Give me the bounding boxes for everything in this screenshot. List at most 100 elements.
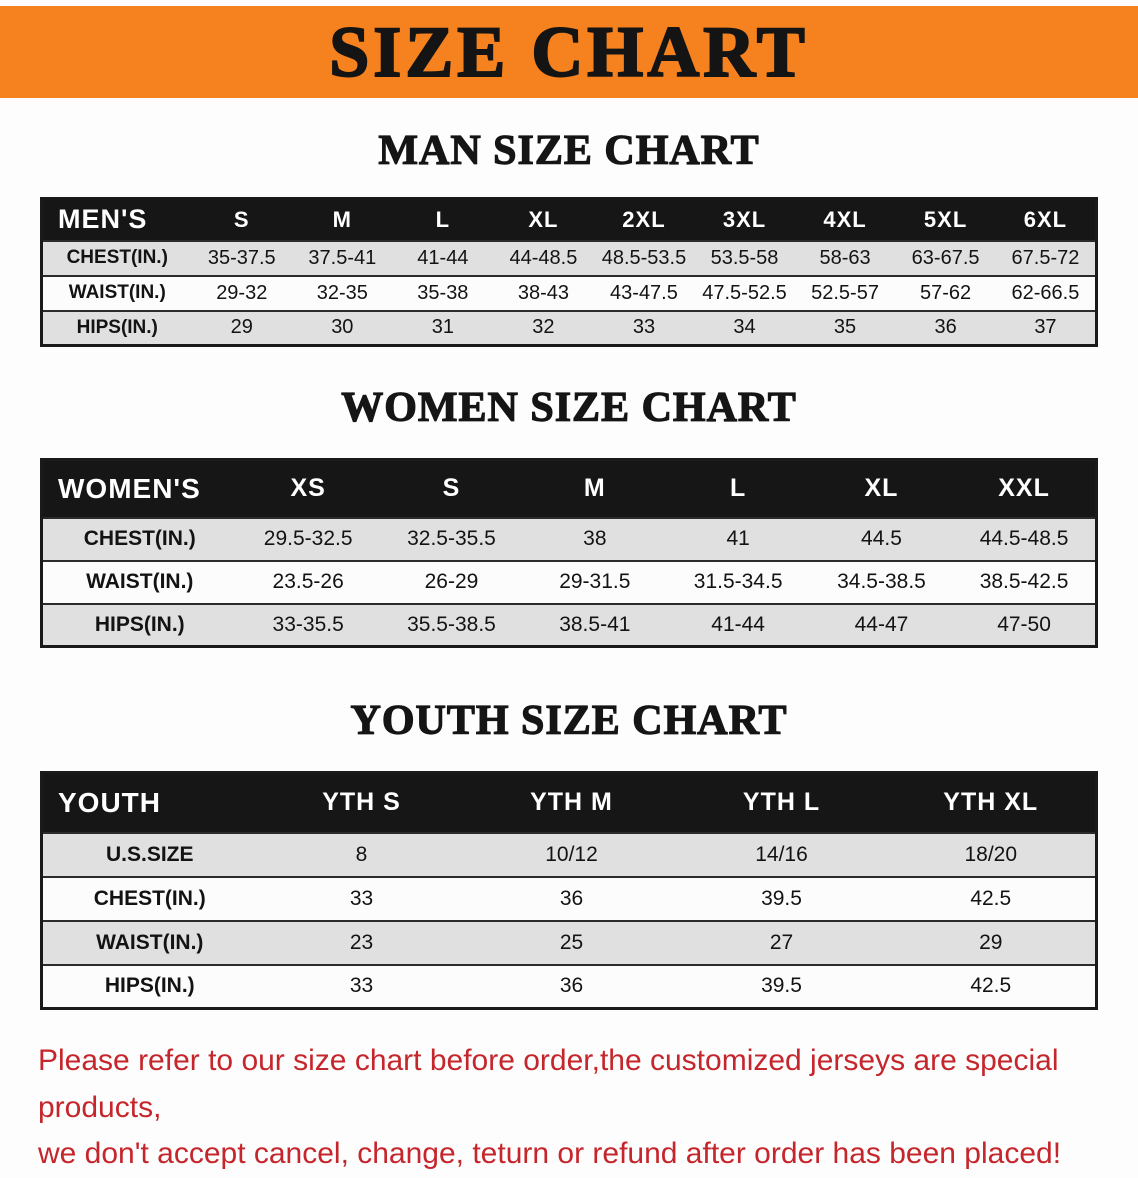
disclaimer: Please refer to our size chart before or… (38, 1038, 1118, 1178)
size-value-cell: 38-43 (517, 281, 569, 304)
size-column-header: XS (290, 474, 326, 503)
table-row: HIPS(IN.) 29 30 31 32 33 34 35 36 37 (41, 310, 1097, 346)
size-column-header: L (730, 474, 747, 503)
size-value-cell: 47.5-52.5 (702, 281, 787, 304)
size-value-cell: 37 (1034, 316, 1057, 339)
size-column-header: 3XL (722, 206, 767, 232)
size-column-header: YTH L (742, 788, 821, 817)
row-label: CHEST(IN.) (93, 886, 206, 910)
table-corner-label: WOMEN'S (58, 472, 201, 504)
size-value-cell: 25 (559, 930, 584, 954)
size-value-cell: 47-50 (997, 612, 1051, 636)
table-header-row: MEN'S S M L XL 2XL 3XL 4XL 5XL 6XL (41, 198, 1097, 241)
table-corner-label: MEN'S (58, 204, 148, 235)
size-value-cell: 33 (632, 316, 656, 339)
size-column-header: YTH XL (943, 788, 1039, 817)
size-value-cell: 29-31.5 (559, 570, 631, 594)
size-value-cell: 37.5-41 (308, 246, 377, 269)
size-value-cell: 34 (733, 316, 756, 339)
page-title: SIZE CHART (328, 12, 809, 92)
size-value-cell: 10/12 (545, 842, 598, 866)
size-value-cell: 8 (355, 842, 368, 866)
size-value-cell: 36 (934, 316, 957, 339)
disclaimer-line-2: we don't accept cancel, change, teturn o… (38, 1137, 1062, 1171)
size-chart-page: SIZE CHART MAN SIZE CHART MEN'S S M L XL 2XL 3… (0, 6, 1138, 1178)
row-label: HIPS(IN.) (94, 612, 185, 636)
women-size-section: WOMEN SIZE CHART WOMEN'S XS S M L XL XXL CHEST(… (0, 384, 1138, 649)
size-value-cell: 38 (583, 527, 607, 551)
row-label: WAIST(IN.) (68, 282, 166, 304)
size-value-cell: 33 (349, 886, 374, 910)
size-column-header: 2XL (622, 206, 666, 232)
size-column-header: S (233, 206, 250, 232)
row-label: CHEST(IN.) (66, 247, 168, 269)
size-column-header: 6XL (1023, 206, 1068, 232)
size-value-cell: 39.5 (761, 974, 802, 998)
size-column-header: XL (528, 206, 559, 232)
size-value-cell: 57-62 (920, 281, 972, 304)
table-row: CHEST(IN.) 35-37.5 37.5-41 41-44 44-48.5 48.5… (41, 240, 1097, 276)
size-value-cell: 23.5-26 (272, 570, 344, 594)
size-value-cell: 31 (431, 316, 454, 339)
size-column-header: XXL (998, 474, 1050, 503)
size-column-header: YTH M (530, 788, 613, 817)
size-value-cell: 39.5 (761, 886, 802, 910)
row-label: HIPS(IN.) (76, 316, 158, 338)
table-row: WAIST(IN.) 29-32 32-35 35-38 38-43 43-47.5 47.… (41, 275, 1097, 311)
size-value-cell: 63-67.5 (911, 246, 980, 269)
size-column-header: M (583, 474, 606, 503)
size-value-cell: 35-38 (417, 281, 469, 304)
size-value-cell: 48.5-53.5 (601, 246, 687, 269)
size-value-cell: 34.5-38.5 (837, 570, 926, 594)
youth-size-section: YOUTH SIZE CHART YOUTH YTH S YTH M YTH L YTH… (0, 697, 1138, 1011)
table-row: U.S.SIZE 8 10/12 14/16 18/20 (41, 832, 1097, 877)
row-label: U.S.SIZE (105, 842, 194, 866)
size-value-cell: 29 (979, 930, 1003, 954)
size-column-header: XL (864, 474, 899, 503)
row-label: WAIST(IN.) (86, 570, 194, 594)
size-column-header: S (442, 474, 461, 503)
size-column-header: L (435, 206, 451, 232)
youth-size-table: YOUTH YTH S YTH M YTH L YTH XL U.S.SIZE 8 10/12… (40, 771, 1098, 1011)
size-value-cell: 36 (559, 974, 584, 998)
size-value-cell: 32-35 (316, 281, 368, 304)
size-value-cell: 32 (532, 316, 555, 339)
size-value-cell: 27 (769, 930, 794, 954)
size-value-cell: 29 (230, 316, 253, 339)
banner: SIZE CHART (0, 6, 1138, 98)
table-row: HIPS(IN.) 33-35.5 35.5-38.5 38.5-41 41-44 44-… (41, 603, 1097, 647)
row-label: CHEST(IN.) (83, 527, 196, 551)
size-value-cell: 43-47.5 (610, 281, 678, 304)
size-value-cell: 44-47 (854, 612, 909, 636)
size-value-cell: 52.5-57 (811, 281, 879, 304)
table-row: CHEST(IN.) 29.5-32.5 32.5-35.5 38 41 44.5 44.5… (41, 517, 1097, 561)
women-section-heading: WOMEN SIZE CHART (341, 384, 797, 432)
size-value-cell: 44-48.5 (509, 246, 578, 269)
men-size-section: MAN SIZE CHART MEN'S S M L XL 2XL 3XL 4XL 5XL 6XL… (0, 127, 1138, 348)
table-corner-label: YOUTH (58, 786, 161, 818)
size-value-cell: 23 (349, 930, 374, 954)
size-column-header: M (332, 206, 352, 232)
men-size-table: MEN'S S M L XL 2XL 3XL 4XL 5XL 6XL CHEST(IN.) 35-37… (40, 197, 1098, 348)
row-label: HIPS(IN.) (104, 974, 195, 998)
table-header-row: WOMEN'S XS S M L XL XXL (41, 459, 1097, 518)
size-value-cell: 30 (331, 316, 354, 339)
table-row: CHEST(IN.) 33 36 39.5 42.5 (41, 876, 1097, 921)
size-value-cell: 18/20 (964, 842, 1018, 866)
size-value-cell: 36 (559, 886, 584, 910)
table-header-row: YOUTH YTH S YTH M YTH L YTH XL (41, 772, 1097, 833)
size-value-cell: 67.5-72 (1011, 246, 1080, 269)
table-row: WAIST(IN.) 23 25 27 29 (41, 920, 1097, 965)
size-column-header: 5XL (923, 206, 968, 232)
disclaimer-line-1: Please refer to our size chart before or… (38, 1044, 1059, 1124)
men-section-heading: MAN SIZE CHART (378, 127, 760, 174)
table-row: HIPS(IN.) 33 36 39.5 42.5 (41, 964, 1097, 1009)
size-value-cell: 33-35.5 (272, 612, 344, 636)
size-value-cell: 14/16 (755, 842, 808, 866)
size-value-cell: 33 (349, 974, 374, 998)
size-value-cell: 42.5 (970, 974, 1012, 998)
size-value-cell: 41-44 (711, 612, 765, 636)
size-value-cell: 42.5 (970, 886, 1012, 910)
size-column-header: YTH S (322, 788, 401, 817)
size-value-cell: 44.5-48.5 (979, 527, 1069, 551)
